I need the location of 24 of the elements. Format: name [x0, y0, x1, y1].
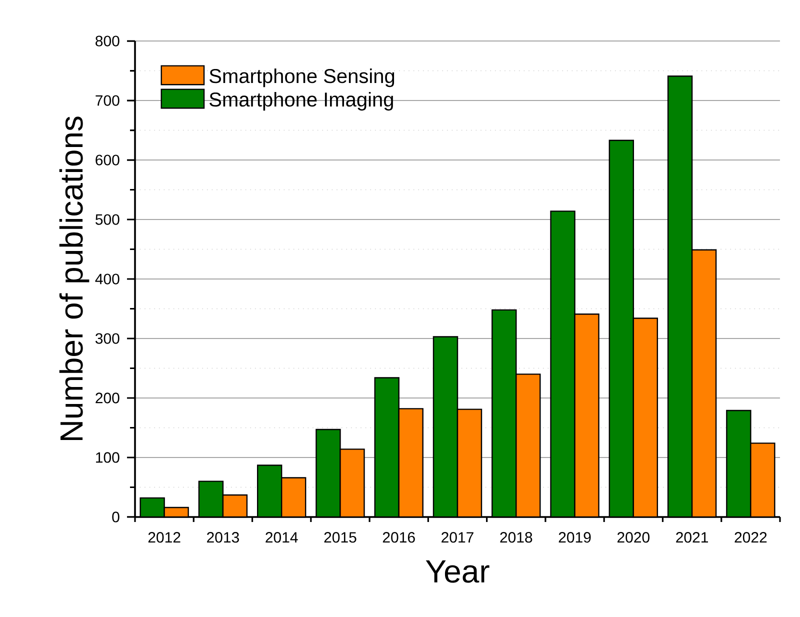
- x-tick-label: 2020: [617, 532, 650, 543]
- x-tick-label: 2021: [676, 532, 708, 543]
- y-tick-label: 400: [95, 274, 120, 284]
- y-tick-label: 500: [96, 214, 120, 225]
- x-tick-label: 2016: [382, 532, 415, 543]
- x-tick-label: 2022: [734, 532, 767, 543]
- legend-label: Smartphone Imaging: [210, 92, 393, 111]
- y-tick-label: 0: [112, 512, 120, 522]
- y-tick-label: 300: [95, 333, 120, 344]
- y-axis-title: Number of publications: [59, 116, 90, 440]
- x-tick-label: 2012: [148, 532, 180, 543]
- legend-label: Smartphone Sensing: [210, 68, 394, 88]
- y-tick-label: 200: [96, 392, 120, 404]
- y-tick-label: 800: [96, 36, 120, 46]
- x-tick-label: 2017: [442, 532, 474, 543]
- x-tick-label: 2013: [207, 532, 239, 543]
- y-tick-label: 600: [96, 154, 120, 166]
- y-tick-label: 100: [96, 452, 120, 463]
- x-tick-label: 2018: [500, 532, 532, 543]
- y-tick-label: 700: [96, 95, 120, 106]
- x-axis-title: Year: [426, 560, 490, 583]
- x-tick-label: 2014: [266, 532, 298, 543]
- x-tick-label: 2019: [558, 532, 591, 543]
- x-tick-label: 2015: [324, 532, 356, 543]
